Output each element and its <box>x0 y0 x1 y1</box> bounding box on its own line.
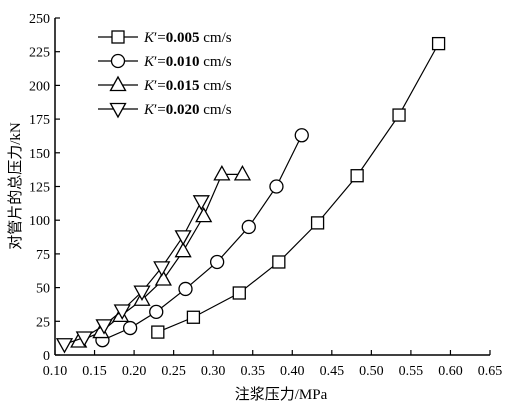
data-point-square <box>310 216 325 230</box>
y-tick-label: 225 <box>29 46 50 61</box>
legend-label-part: ′= <box>154 54 166 70</box>
x-tick-label: 0.15 <box>82 364 107 379</box>
x-tick-label: 0.10 <box>43 364 68 379</box>
legend-item: K′=0.015 cm/s <box>98 75 232 94</box>
series-4 <box>55 195 210 354</box>
y-tick-label: 150 <box>29 147 50 162</box>
ticks: 0.10 0.15 0.20 0.25 0.30 0.35 0.40 0.45 0.50 0.55… <box>29 12 502 379</box>
x-tick-label: 0.60 <box>438 364 463 379</box>
data-point-square <box>431 36 446 51</box>
x-tick-label: 0.40 <box>280 364 305 379</box>
series <box>55 36 446 354</box>
y-axis-title: 对管片的总压力/kN <box>7 122 24 250</box>
x-tick-label: 0.35 <box>240 364 265 379</box>
data-point-square <box>232 286 246 300</box>
y-tick-label: 200 <box>29 79 50 94</box>
data-point-square <box>151 325 165 339</box>
data-point-triangle-down <box>153 261 171 277</box>
legend-label: K′=0.015 cm/s <box>143 78 232 94</box>
y-tick-label: 250 <box>29 12 50 27</box>
y-tick-label: 0 <box>43 349 50 364</box>
data-point-square <box>350 169 364 183</box>
data-point-square <box>392 108 406 122</box>
legend-label-part: 0.010 <box>166 54 200 70</box>
data-point-circle <box>269 179 284 194</box>
data-point-triangle-up <box>195 206 213 223</box>
x-tick-label: 0.25 <box>161 364 186 379</box>
data-point-circle <box>178 281 193 297</box>
data-point-triangle-down <box>133 285 151 301</box>
y-tick-label: 175 <box>29 113 50 128</box>
data-point-circle <box>122 320 138 336</box>
series-1 <box>151 36 446 339</box>
y-tick-label: 50 <box>36 282 50 297</box>
x-axis-title: 注浆压力/MPa <box>235 385 328 403</box>
data-point-triangle-down <box>174 230 192 246</box>
legend-label-part: K <box>143 54 155 70</box>
legend-marker-triangle-up <box>109 75 127 92</box>
series-line <box>157 43 440 333</box>
data-point-square <box>272 255 286 269</box>
legend-item: K′=0.020 cm/s <box>98 102 232 119</box>
x-tick-label: 0.30 <box>201 364 226 379</box>
legend-label-part: K <box>143 102 155 118</box>
legend-label: K′=0.005 cm/s <box>143 30 232 46</box>
x-tick-label: 0.45 <box>320 364 345 379</box>
legend-label-part: cm/s <box>200 30 232 46</box>
x-tick-label: 0.55 <box>399 364 424 379</box>
y-tick-label: 75 <box>36 248 50 263</box>
y-tick-label: 125 <box>29 181 50 196</box>
data-point-triangle-down <box>55 338 74 354</box>
data-point-triangle-up <box>233 165 252 181</box>
legend-marker-triangle-down <box>109 102 127 119</box>
legend-label-part: 0.015 <box>166 78 200 94</box>
legend-marker-circle <box>110 53 126 69</box>
data-point-triangle-down <box>95 319 113 335</box>
data-point-circle <box>149 304 164 320</box>
legend-item: K′=0.010 cm/s <box>98 53 232 70</box>
legend-label-part: ′= <box>154 30 166 46</box>
series-2 <box>95 128 309 348</box>
data-point-triangle-down <box>113 304 131 320</box>
legend-label-part: cm/s <box>200 102 232 118</box>
x-tick-label: 0.20 <box>122 364 147 379</box>
legend-label: K′=0.020 cm/s <box>143 102 232 118</box>
data-point-circle <box>294 128 309 143</box>
legend-item: K′=0.005 cm/s <box>98 30 232 46</box>
legend-label-part: K <box>143 78 155 94</box>
legend-label-part: K <box>143 30 155 46</box>
x-tick-label: 0.65 <box>478 364 503 379</box>
data-point-circle <box>209 254 225 270</box>
legend: K′=0.005 cm/sK′=0.010 cm/sK′=0.015 cm/sK… <box>98 30 232 119</box>
x-tick-label: 0.50 <box>359 364 384 379</box>
y-tick-label: 100 <box>29 214 50 229</box>
legend-label-part: cm/s <box>200 54 232 70</box>
data-point-triangle-up <box>174 241 192 258</box>
data-point-triangle-down <box>75 331 93 347</box>
legend-label-part: 0.020 <box>166 102 200 118</box>
data-point-square <box>186 310 201 324</box>
legend-label-part: 0.005 <box>166 30 200 46</box>
legend-label-part: ′= <box>154 78 166 94</box>
legend-label-part: cm/s <box>200 78 232 94</box>
legend-label-part: ′= <box>154 102 166 118</box>
data-point-circle <box>241 219 256 235</box>
data-point-triangle-down <box>192 195 210 211</box>
legend-marker-square <box>111 30 125 44</box>
series-line <box>102 135 303 341</box>
y-tick-label: 25 <box>36 315 50 330</box>
legend-label: K′=0.010 cm/s <box>143 54 232 70</box>
data-point-triangle-up <box>213 165 231 181</box>
data-point-triangle-up <box>154 270 172 286</box>
